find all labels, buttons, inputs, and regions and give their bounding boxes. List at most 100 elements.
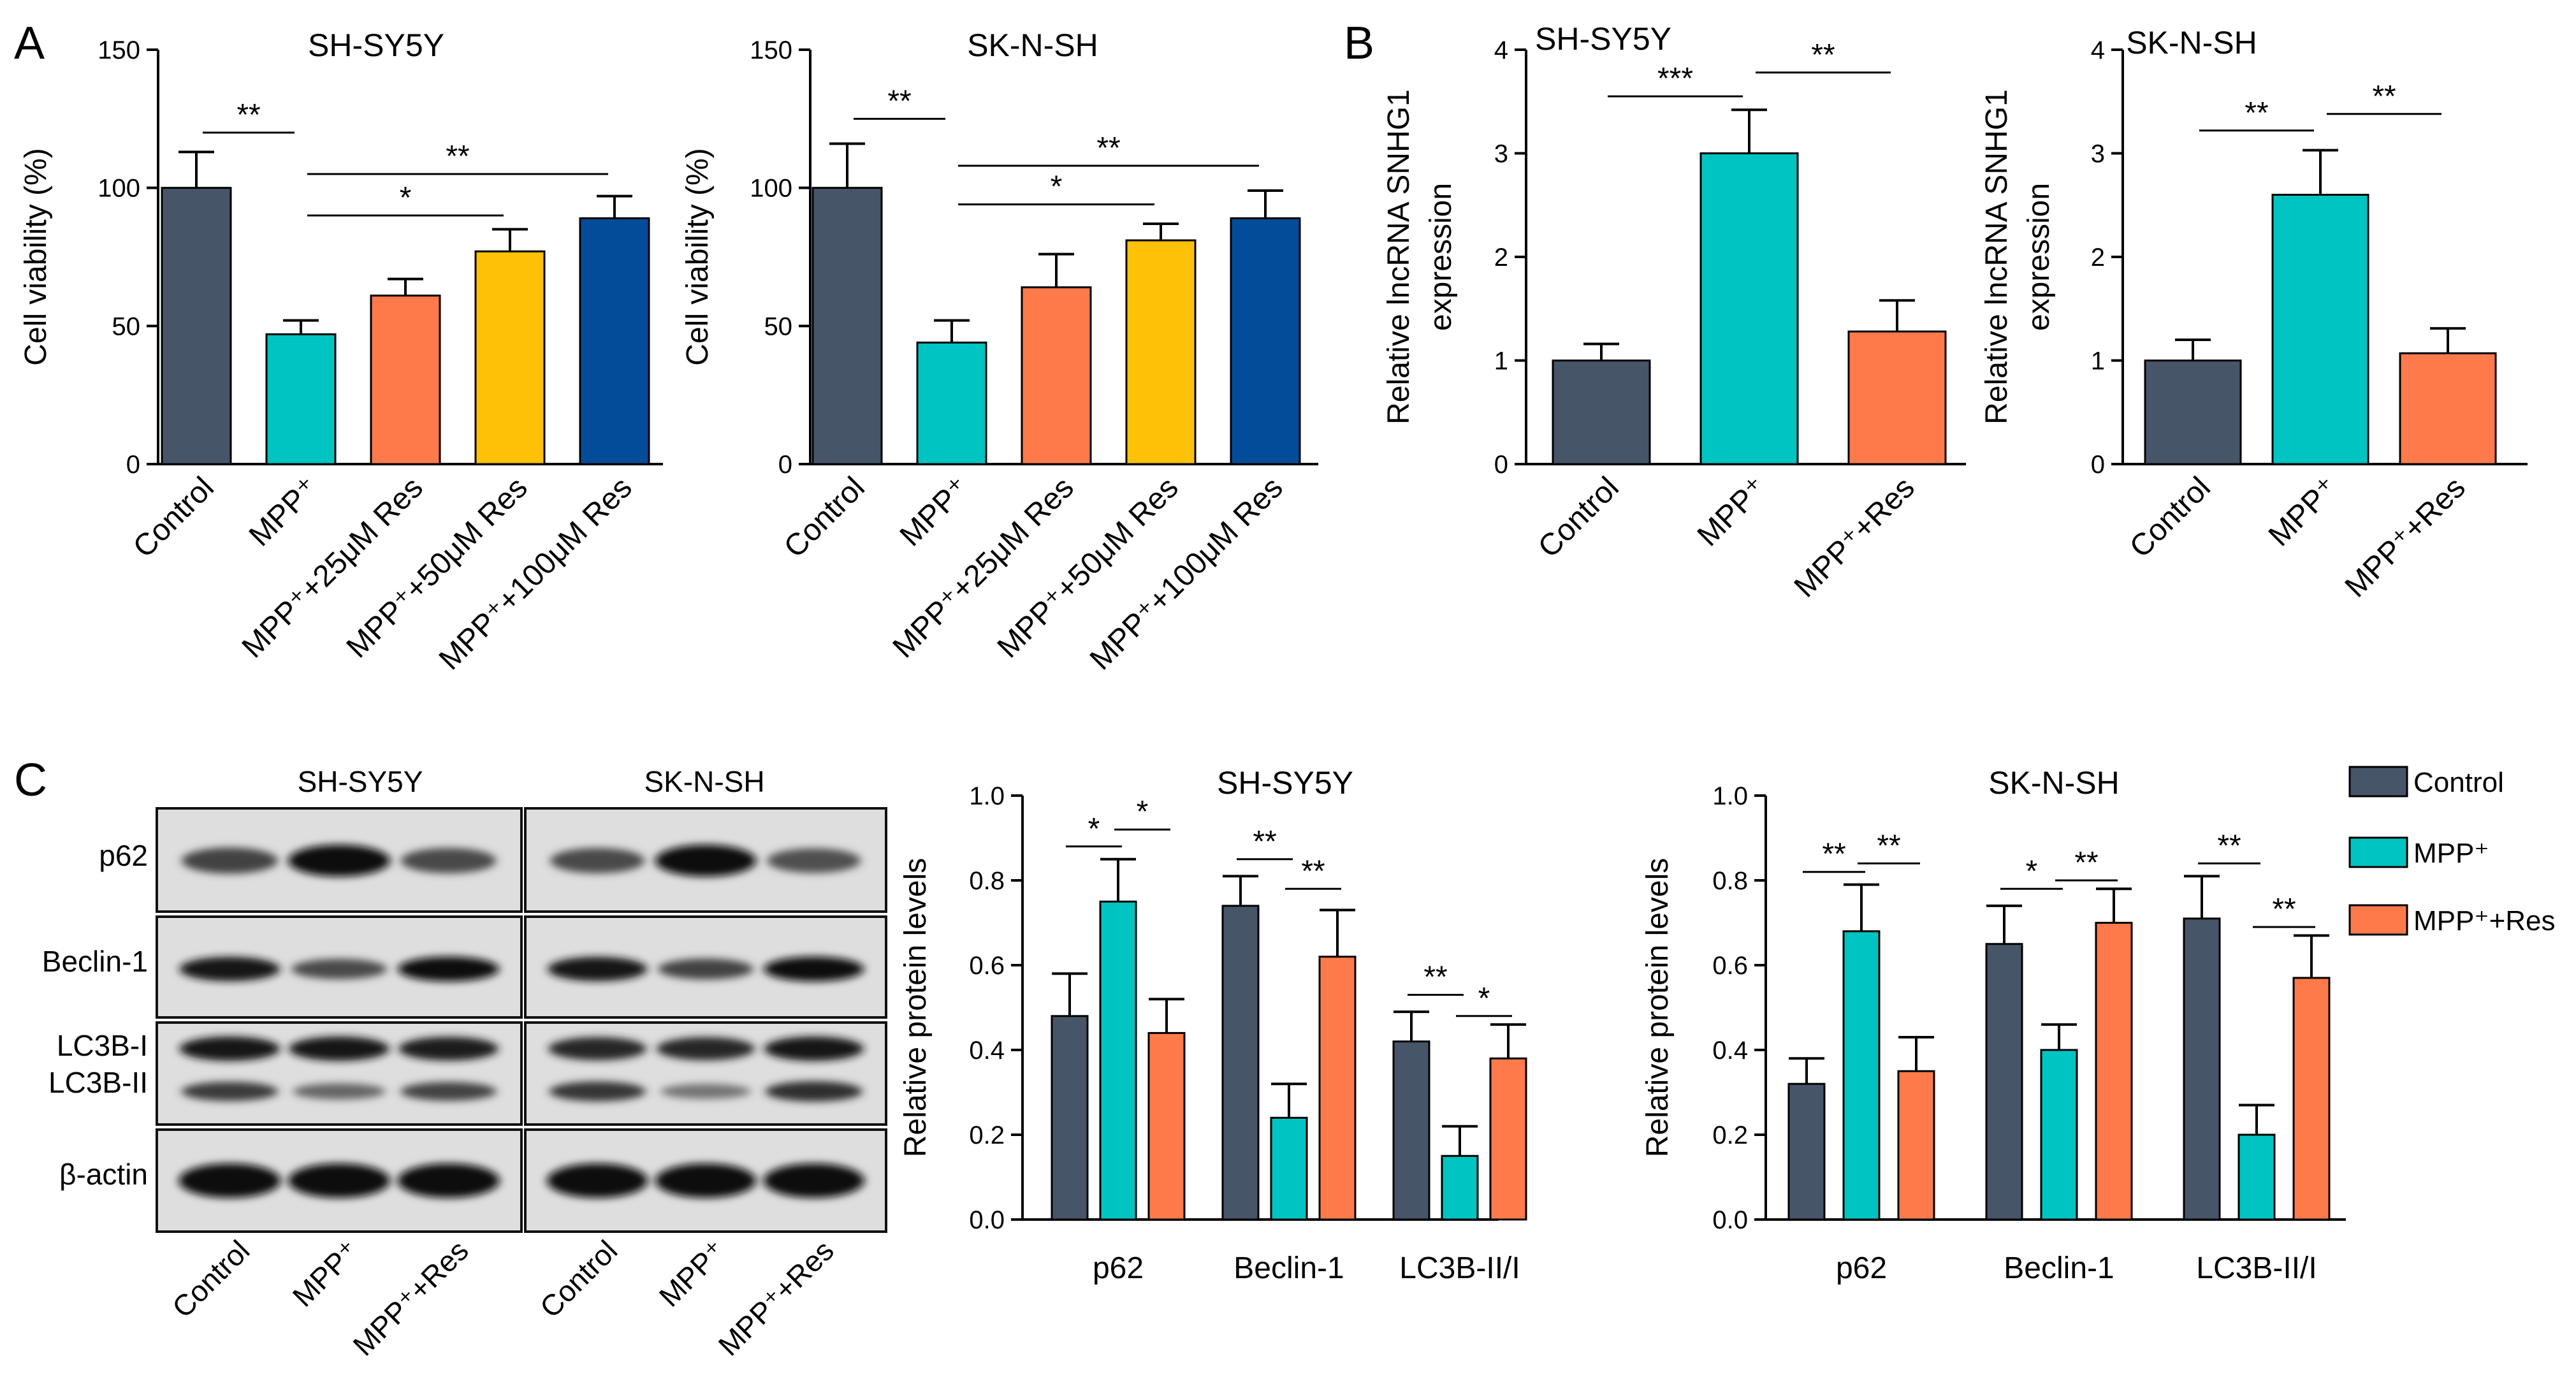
y-axis-label: Relative protein levels <box>1641 858 1675 1158</box>
bar-lc3b-ii-i-mppplus <box>2238 1133 2276 1221</box>
bar-lc3b-ii-i-mppplus-plus-res <box>1489 1057 1527 1221</box>
y-axis-label: Cell viability (%) <box>19 148 53 365</box>
y-tick-label: 0.0 <box>969 1206 1005 1234</box>
bar-p62-mppplus <box>1099 900 1137 1221</box>
blot-band <box>549 1081 646 1102</box>
panel-letter-c: C <box>14 755 47 806</box>
chart-c-sh-sy5y: 0.0 0.2 0.4 0.6 0.8 1.0 SH-SY5Y Relative protei… <box>899 765 1527 1285</box>
x-tick-label: MPP⁺ <box>2262 470 2345 553</box>
y-tick-label: 50 <box>764 312 793 340</box>
significance-label: * <box>1051 170 1063 204</box>
x-tick-label: p62 <box>1093 1251 1144 1285</box>
chart-a-sk-n-sh: 0 50 100 150 SK-N-SH Cell viability (%) Contro… <box>681 27 1318 676</box>
significance-label: ** <box>1423 961 1447 994</box>
x-tick-label: MPP⁺+Res <box>2339 470 2472 604</box>
y-tick-label: 150 <box>750 36 792 64</box>
bar-beclin-1-mppplus-plus-res <box>1318 956 1357 1221</box>
blot-band <box>289 1036 389 1061</box>
y-tick-label: 2 <box>1494 244 1508 272</box>
bar-lc3b-ii-i-control <box>1392 1040 1430 1221</box>
bar-mppplus <box>265 333 337 465</box>
y-tick-label: 4 <box>1494 36 1508 64</box>
chart-title: SH-SY5Y <box>308 27 444 63</box>
blot-lane-label: MPP⁺+Res <box>346 1234 474 1362</box>
blot-band <box>655 845 757 877</box>
blot-band <box>287 1163 391 1198</box>
y-tick-label: 0 <box>778 451 792 479</box>
blot-band <box>660 1084 751 1099</box>
blot-band <box>764 956 864 982</box>
x-tick-label: LC3B-II/I <box>1399 1251 1520 1285</box>
y-tick-label: 1 <box>2091 347 2105 375</box>
y-tick-label: 2 <box>2091 244 2105 272</box>
legend-swatch-mpp <box>2348 836 2408 868</box>
blot-title-sk-n-sh: SK-N-SH <box>644 765 764 798</box>
x-tick-label: Control <box>127 470 221 564</box>
x-tick-label: MPP⁺+50μM Res <box>991 470 1185 664</box>
significance-label: ** <box>1811 38 1835 72</box>
blot-band <box>179 956 280 982</box>
x-tick-label: MPP⁺ <box>243 470 325 553</box>
blot-band <box>181 847 278 874</box>
y-tick-label: 3 <box>1494 140 1508 168</box>
blot-band <box>181 1081 279 1102</box>
legend-label-mpp: MPP⁺ <box>2413 838 2489 869</box>
bar-mppplus-plus-res <box>1847 330 1947 465</box>
significance-label: ** <box>1877 829 1900 863</box>
legend-label-control: Control <box>2413 767 2504 798</box>
x-tick-label: Control <box>1532 470 1626 564</box>
y-axis-label: Relative lncRNA SNHG1 <box>1980 89 2014 425</box>
blot-band <box>400 848 497 873</box>
y-tick-label: 150 <box>98 36 140 64</box>
chart-title: SK-N-SH <box>2126 25 2257 61</box>
blot-row-label-p62: p62 <box>99 839 148 872</box>
y-tick-label: 3 <box>2091 140 2105 168</box>
blot-band <box>397 1163 500 1198</box>
blot-band <box>179 1036 280 1061</box>
y-tick-label: 4 <box>2091 36 2105 64</box>
x-tick-label: Beclin-1 <box>1233 1251 1344 1285</box>
y-tick-label: 0.8 <box>969 867 1005 895</box>
blot-band <box>767 848 861 873</box>
blot-lane-label: Control <box>166 1234 256 1324</box>
chart-b-sh-sy5y: 0 1 2 3 4 SH-SY5Y Relative lncRNA SNHG1 express… <box>1382 21 1966 604</box>
legend: Control MPP⁺ MPP⁺+Res <box>2348 766 2556 936</box>
bar-control <box>811 187 883 465</box>
x-tick-label: LC3B-II/I <box>2196 1251 2317 1285</box>
blot-row-label-lc3b-ii: LC3B-II <box>48 1066 148 1099</box>
bar-control <box>161 187 232 465</box>
blot-band <box>178 1163 281 1198</box>
blot-row-label-lc3b-i: LC3B-I <box>57 1029 148 1062</box>
significance-label: ** <box>2245 96 2268 130</box>
x-tick-label: MPP⁺ <box>1691 470 1773 553</box>
blot-band <box>548 1037 647 1061</box>
bar-mppplus-plus-100um-res <box>579 217 650 465</box>
blot-band <box>763 1163 865 1198</box>
blot-band <box>287 845 391 877</box>
y-tick-label: 0.4 <box>969 1037 1005 1065</box>
y-tick-label: 0 <box>2091 451 2105 479</box>
bar-beclin-1-mppplus <box>1270 1116 1308 1221</box>
bar-p62-mppplus <box>1842 930 1881 1221</box>
significance-label: ** <box>1822 838 1845 871</box>
bar-lc3b-ii-i-mppplus <box>1441 1155 1479 1221</box>
blot-band <box>546 1163 648 1198</box>
y-axis-label: Relative lncRNA SNHG1 <box>1382 89 1416 425</box>
blot-row-label-beta-actin: β-actin <box>59 1158 148 1191</box>
y-tick-label: 0 <box>1494 451 1508 479</box>
x-tick-label: MPP⁺+100μM Res <box>1084 470 1290 676</box>
y-axis-label-line-2: expression <box>1424 183 1458 331</box>
panel-letter-b: B <box>1344 18 1374 69</box>
y-tick-label: 0.2 <box>969 1121 1005 1149</box>
significance-label: * <box>1137 795 1149 829</box>
bar-mppplus <box>916 341 987 465</box>
y-tick-label: 0.2 <box>1712 1121 1748 1149</box>
significance-label: ** <box>1096 131 1120 165</box>
y-axis-label: Relative protein levels <box>899 858 933 1158</box>
bar-beclin-1-control <box>1985 943 2023 1221</box>
x-tick-label: Beclin-1 <box>2004 1251 2114 1285</box>
significance-label: ** <box>1301 854 1325 888</box>
bar-mppplus-plus-res <box>2399 352 2497 465</box>
bar-mppplus-plus-100um-res <box>1230 217 1301 465</box>
